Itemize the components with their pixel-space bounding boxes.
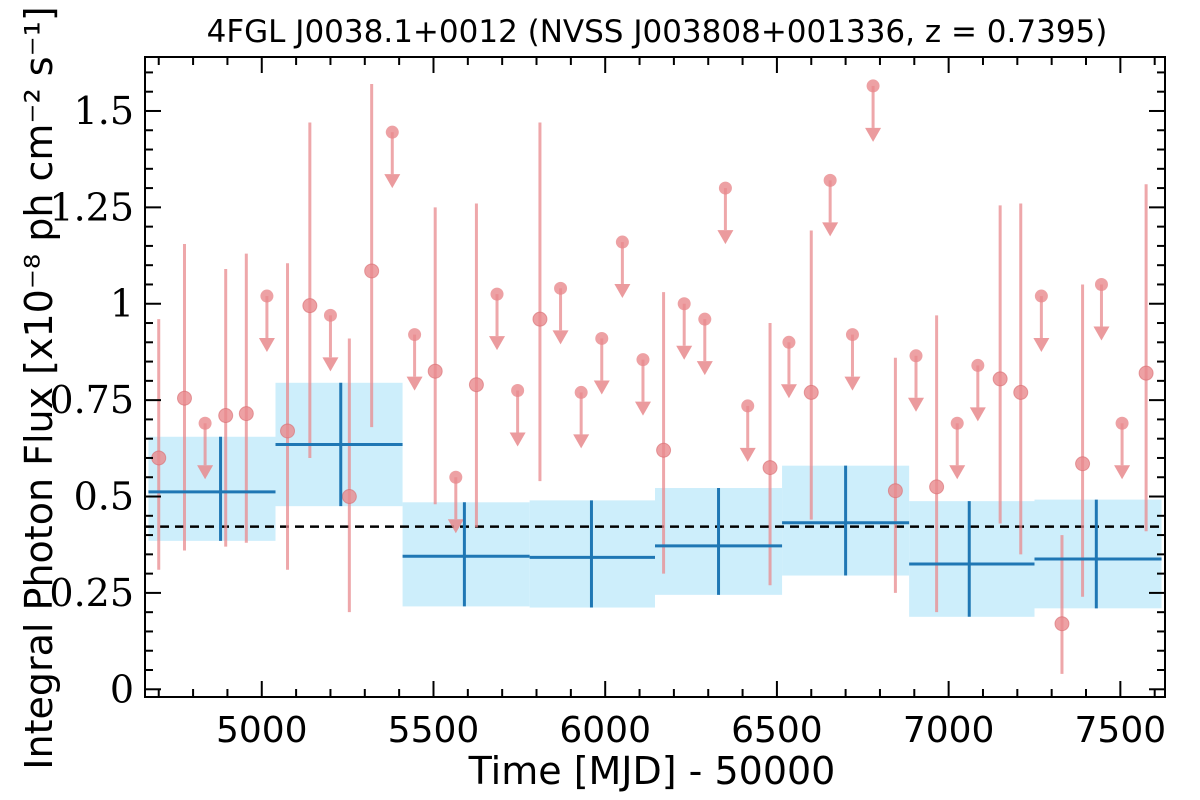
y-tick-label-0.5: 0.5 [74, 475, 134, 519]
detection-point-6 [341, 489, 357, 505]
upper-limit-arrow-10 [593, 380, 610, 395]
upper-limit-arrow-7 [509, 432, 526, 447]
upper-limit-point-6 [490, 287, 504, 301]
axes: 5000 5500 6000 6500 7000 7500 0 0.25 0.5 0.75 1 1.2… [49, 57, 1166, 751]
upper-limit-arrow-14 [696, 361, 713, 376]
upper-limit-arrow-6 [489, 336, 506, 351]
long-bin-band-6 [909, 501, 1035, 617]
upper-limit-point-15 [718, 181, 732, 195]
upper-limit-arrow-8 [552, 330, 569, 345]
x-tick-label-7000: 7000 [903, 710, 995, 751]
upper-limit-point-4 [408, 328, 422, 342]
upper-limit-point-9 [574, 385, 588, 399]
upper-limit-arrow-26 [1114, 465, 1131, 480]
upper-limit-arrow-3 [384, 174, 401, 189]
upper-limit-arrow-16 [739, 447, 756, 462]
upper-limit-point-19 [845, 328, 859, 342]
upper-limit-arrow-15 [717, 230, 734, 245]
detection-point-20 [1138, 365, 1154, 381]
x-tick-label-6500: 6500 [731, 710, 823, 751]
upper-limit-arrow-12 [634, 401, 651, 416]
y-tick-label-0.75: 0.75 [49, 378, 134, 422]
upper-limit-arrow-11 [614, 284, 631, 299]
upper-limit-point-11 [615, 235, 629, 249]
upper-limit-arrow-21 [908, 397, 925, 412]
detection-point-7 [364, 263, 380, 279]
upper-limit-arrow-0 [197, 465, 214, 480]
upper-limit-point-25 [1094, 277, 1108, 291]
detection-point-8 [427, 363, 443, 379]
upper-limit-arrow-5 [447, 519, 464, 534]
upper-limit-point-5 [449, 470, 463, 484]
plot-area [145, 79, 1165, 674]
detection-point-10 [532, 311, 548, 327]
detection-point-9 [468, 377, 484, 393]
detection-point-2 [218, 408, 234, 424]
x-tick-label-6000: 6000 [559, 710, 651, 751]
upper-limit-point-0 [198, 416, 212, 430]
upper-limit-point-14 [698, 312, 712, 326]
plot-frame [144, 56, 1166, 698]
upper-limit-arrow-23 [969, 407, 986, 422]
upper-limit-point-12 [636, 353, 650, 367]
detection-point-17 [1013, 384, 1029, 400]
upper-limit-point-18 [823, 173, 837, 187]
upper-limit-arrow-22 [949, 465, 966, 480]
detection-point-14 [887, 483, 903, 499]
upper-limit-arrow-25 [1093, 326, 1110, 341]
upper-limit-arrow-1 [258, 338, 275, 353]
upper-limit-arrow-19 [844, 376, 861, 391]
detection-point-5 [302, 298, 318, 314]
y-tick-label-1.25: 1.25 [49, 185, 134, 229]
detection-point-1 [176, 390, 192, 406]
upper-limit-arrow-9 [573, 434, 590, 449]
upper-limit-point-22 [950, 416, 964, 430]
upper-limit-point-7 [511, 383, 525, 397]
upper-limit-point-17 [782, 335, 796, 349]
y-axis-label: Integral Photon Flux [x10⁻⁸ ph cm⁻² s⁻¹] [17, 6, 61, 769]
upper-limit-arrow-4 [406, 376, 423, 391]
detection-point-18 [1054, 616, 1070, 632]
upper-limit-point-8 [554, 281, 568, 295]
upper-limit-point-23 [971, 358, 985, 372]
upper-limit-point-1 [260, 289, 274, 303]
detection-point-16 [992, 371, 1008, 387]
x-tick-label-7500: 7500 [1075, 710, 1167, 751]
upper-limit-point-10 [595, 331, 609, 345]
detection-point-3 [238, 406, 254, 422]
detection-point-13 [803, 384, 819, 400]
upper-limit-point-2 [323, 308, 337, 322]
detection-point-0 [151, 450, 167, 466]
upper-limit-point-26 [1115, 416, 1129, 430]
y-tick-label-1.5: 1.5 [74, 89, 134, 133]
detection-point-19 [1075, 456, 1091, 472]
detection-point-15 [929, 479, 945, 495]
long-bin-band-2 [402, 502, 530, 607]
upper-limit-point-21 [909, 349, 923, 363]
upper-limit-point-16 [741, 399, 755, 413]
upper-limit-arrow-17 [780, 384, 797, 399]
upper-limit-arrow-2 [322, 357, 339, 372]
upper-limit-point-24 [1034, 289, 1048, 303]
upper-limit-point-3 [385, 125, 399, 139]
y-tick-label-0: 0 [110, 667, 134, 711]
long-bin-band-7 [1034, 499, 1162, 609]
detection-point-11 [656, 442, 672, 458]
detection-point-12 [762, 460, 778, 476]
x-axis-label: Time [MJD] - 50000 [468, 749, 836, 793]
upper-limit-arrow-20 [865, 127, 882, 142]
x-tick-label-5000: 5000 [216, 710, 308, 751]
x-tick-label-5500: 5500 [388, 710, 480, 751]
upper-limit-point-13 [677, 297, 691, 311]
upper-limit-point-20 [866, 79, 880, 93]
upper-limit-arrow-18 [822, 222, 839, 237]
long-bin-band-0 [148, 436, 276, 541]
upper-limit-arrow-13 [676, 345, 693, 360]
chart-title: 4FGL J0038.1+0012 (NVSS J003808+001336, … [207, 14, 1108, 50]
detection-point-4 [280, 423, 296, 439]
y-tick-label-1: 1 [110, 282, 134, 326]
upper-limit-arrow-24 [1033, 338, 1050, 353]
y-tick-label-0.25: 0.25 [49, 571, 134, 615]
